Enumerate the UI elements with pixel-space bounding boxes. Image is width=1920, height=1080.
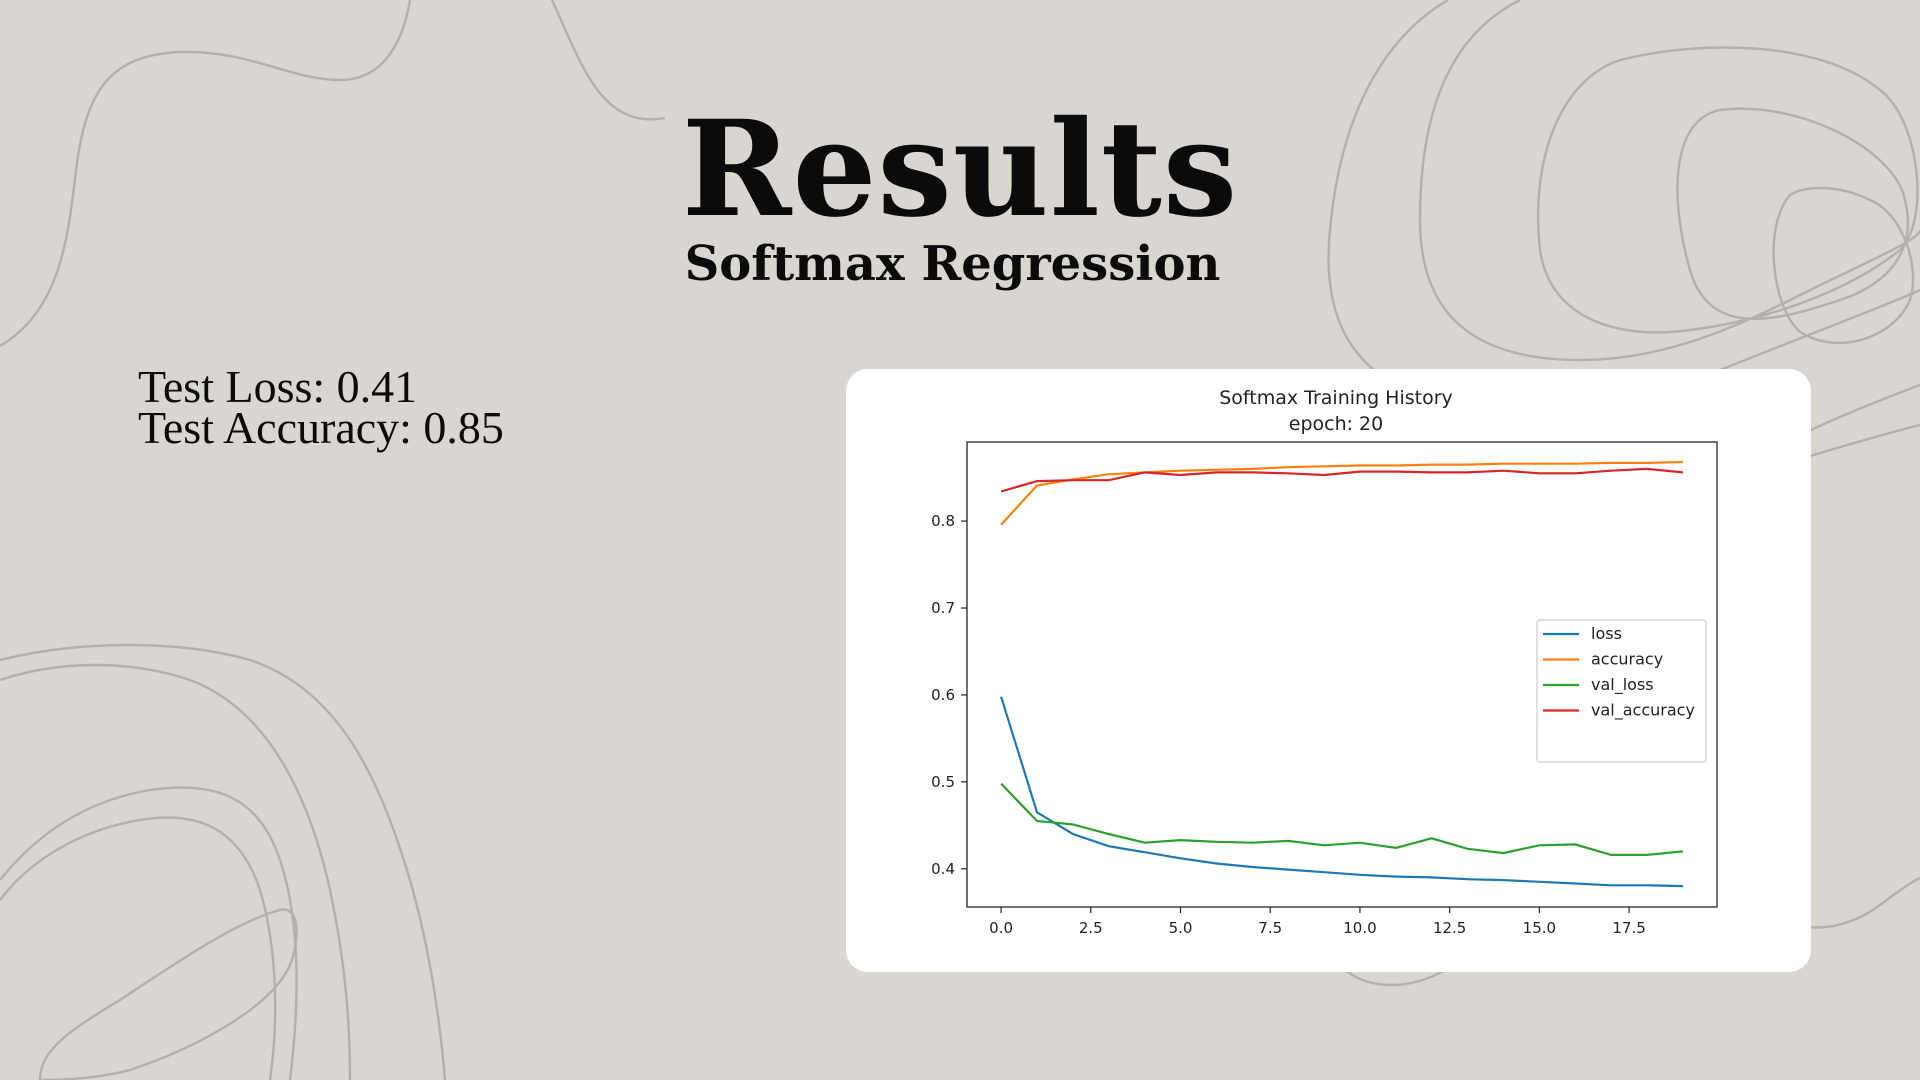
chart-subtitle: epoch: 20 bbox=[1289, 413, 1383, 435]
x-tick-label: 5.0 bbox=[1169, 919, 1193, 937]
metrics-block: Test Loss: 0.41 Test Accuracy: 0.85 bbox=[138, 361, 504, 453]
plot-frame bbox=[966, 441, 1718, 908]
x-tick-label: 10.0 bbox=[1343, 919, 1376, 937]
slide-subtitle: Softmax Regression bbox=[684, 236, 1221, 292]
plot-layer: 0.0 2.5 5.0 7.5 10.0 12.5 15.0 17.5 0.4 0.5 0.6 0.7… bbox=[931, 460, 1684, 937]
legend: loss accuracy val_loss val_accuracy bbox=[1536, 619, 1707, 763]
legend-label-val-accuracy: val_accuracy bbox=[1591, 701, 1695, 721]
x-tick-label: 7.5 bbox=[1258, 919, 1282, 937]
x-tick-label: 2.5 bbox=[1079, 919, 1103, 937]
training-history-chart: Softmax Training History epoch: 20 0.0 2.… bbox=[931, 387, 1718, 937]
x-tick-label: 17.5 bbox=[1612, 919, 1645, 937]
series-line-loss bbox=[1000, 696, 1683, 888]
y-tick-label: 0.8 bbox=[931, 512, 955, 530]
chart-card: Softmax Training History epoch: 20 0.0 2.… bbox=[846, 369, 1811, 972]
y-tick-label: 0.4 bbox=[931, 860, 955, 878]
series-line-val-accuracy bbox=[1000, 467, 1684, 493]
x-tick-label: 12.5 bbox=[1433, 919, 1466, 937]
y-tick-label: 0.5 bbox=[931, 773, 955, 791]
test-loss-text: Test Loss: 0.41 bbox=[138, 361, 418, 412]
series-line-accuracy bbox=[1000, 460, 1683, 526]
legend-box bbox=[1536, 619, 1707, 763]
test-accuracy-text: Test Accuracy: 0.85 bbox=[138, 402, 504, 453]
legend-label-loss: loss bbox=[1591, 624, 1622, 643]
legend-label-accuracy: accuracy bbox=[1591, 650, 1663, 669]
series-line-val-loss bbox=[1000, 782, 1684, 856]
y-tick-label: 0.6 bbox=[931, 686, 955, 704]
x-tick-label: 0.0 bbox=[989, 919, 1013, 937]
chart-title: Softmax Training History bbox=[1219, 387, 1453, 409]
legend-label-val-loss: val_loss bbox=[1591, 675, 1654, 695]
y-tick-label: 0.7 bbox=[931, 599, 955, 617]
x-tick-label: 15.0 bbox=[1523, 919, 1556, 937]
slide-title: Results bbox=[681, 92, 1239, 247]
